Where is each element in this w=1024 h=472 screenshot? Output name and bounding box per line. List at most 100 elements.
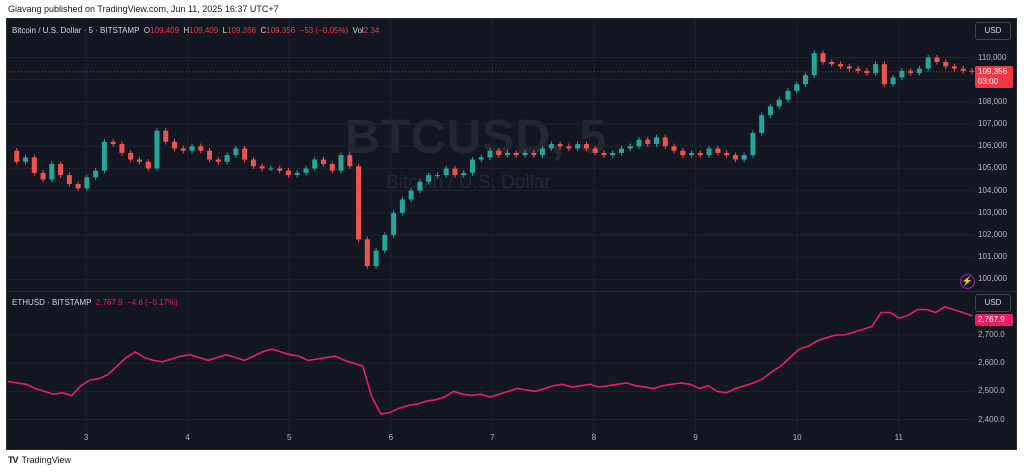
eth-price-tick: 2,600.0 — [978, 358, 1005, 368]
candle-body — [741, 155, 747, 160]
candle-body — [864, 70, 870, 74]
eth-data-point — [589, 383, 591, 385]
pane-separator[interactable] — [6, 291, 1017, 292]
btc-currency-button[interactable]: USD — [975, 22, 1011, 40]
candle-body — [23, 157, 29, 162]
candle-body — [268, 168, 274, 170]
eth-data-point — [516, 387, 518, 390]
btc-price-tick: 103,000 — [978, 207, 1007, 217]
footer-brand-name: TradingView — [21, 455, 72, 465]
candle-body — [522, 152, 528, 156]
eth-data-point — [498, 393, 500, 395]
candle-body — [662, 137, 668, 147]
chart-canvas[interactable] — [6, 18, 1017, 450]
eth-legend-title: ETHUSD · BITSTAMP — [12, 298, 92, 307]
chart-frame[interactable] — [6, 18, 1017, 450]
eth-data-point — [389, 411, 391, 414]
time-tick: 4 — [185, 433, 190, 442]
eth-data-point — [944, 306, 946, 308]
candle-body — [794, 84, 800, 91]
candle-body — [715, 148, 721, 153]
candle-body — [838, 64, 844, 67]
eth-data-point — [689, 383, 691, 385]
candle-body — [329, 164, 335, 171]
eth-data-point — [962, 311, 964, 314]
time-tick: 5 — [286, 433, 292, 442]
eth-legend[interactable]: ETHUSD · BITSTAMP 2,767.9 −4.6 (−0.17%) — [12, 298, 178, 307]
footer-branding: TV TradingView — [8, 455, 71, 465]
eth-data-point — [634, 385, 637, 387]
time-tick: 7 — [490, 433, 495, 442]
candle-body — [846, 66, 852, 69]
eth-data-point — [271, 348, 273, 350]
candle-body — [750, 132, 756, 156]
candle-body — [645, 139, 651, 145]
candle-body — [163, 130, 169, 142]
eth-data-point — [134, 351, 136, 353]
eth-data-point — [916, 309, 919, 311]
eth-data-point — [443, 396, 446, 398]
open-value: 109,409 — [150, 26, 180, 35]
eth-data-point — [925, 309, 928, 311]
eth-currency-button[interactable]: USD — [975, 294, 1011, 312]
candle-body — [382, 234, 388, 251]
candle-body — [680, 150, 686, 156]
candle-body — [513, 152, 519, 156]
candle-body — [557, 144, 563, 147]
eth-data-point — [971, 315, 973, 317]
candle-body — [224, 155, 230, 162]
candle-body — [697, 152, 703, 156]
eth-data-point — [889, 311, 891, 314]
low-value: 109,356 — [227, 26, 257, 35]
eth-data-point — [644, 386, 646, 388]
candle-body — [759, 115, 765, 133]
lightning-icon[interactable]: ⚡ — [960, 274, 975, 289]
eth-data-point — [407, 404, 409, 407]
candle-body — [303, 168, 309, 173]
candle-body — [101, 141, 107, 171]
candle-body — [469, 159, 475, 173]
candle-body — [434, 175, 440, 177]
eth-data-point — [262, 351, 264, 353]
high-value: 109,409 — [189, 26, 219, 35]
candle-body — [285, 170, 291, 176]
eth-data-point — [844, 334, 846, 336]
eth-data-point — [189, 354, 191, 356]
eth-data-point — [453, 390, 455, 392]
eth-data-point — [553, 385, 555, 387]
candle-body — [566, 146, 572, 149]
eth-price-tick: 2,700.0 — [978, 330, 1005, 339]
candle-body — [925, 57, 931, 69]
eth-data-point — [380, 413, 382, 415]
close-label: C — [260, 26, 267, 35]
eth-change: −4.6 (−0.17%) — [127, 298, 178, 307]
candle-body — [136, 159, 142, 162]
candle-body — [671, 146, 677, 151]
eth-data-point — [489, 396, 491, 398]
candle-body — [233, 148, 239, 156]
candle-body — [776, 99, 782, 107]
eth-data-point — [371, 396, 373, 398]
candle-body — [180, 148, 186, 151]
btc-price-tag: 109,356 03:00 — [975, 66, 1013, 88]
low-label: L — [222, 26, 228, 35]
eth-data-point — [825, 337, 828, 339]
eth-data-point — [216, 356, 218, 359]
btc-price-tag-value: 109,356 — [978, 67, 1007, 76]
eth-data-point — [862, 328, 864, 330]
eth-data-point — [162, 361, 164, 363]
eth-data-point — [143, 356, 146, 359]
candle-body — [93, 170, 99, 178]
candle-body — [391, 212, 397, 235]
eth-data-point — [671, 383, 673, 385]
btc-legend[interactable]: Bitcoin / U.S. Dollar · 5 · BITSTAMP O10… — [12, 26, 379, 35]
eth-data-point — [462, 393, 464, 395]
candle-body — [873, 64, 879, 74]
candle-body — [706, 148, 712, 156]
tradingview-logo-icon: TV — [8, 455, 18, 465]
candle-body — [154, 130, 160, 169]
eth-data-point — [307, 359, 309, 361]
eth-data-point — [252, 355, 255, 357]
eth-data-point — [316, 358, 318, 360]
eth-data-point — [898, 317, 900, 319]
